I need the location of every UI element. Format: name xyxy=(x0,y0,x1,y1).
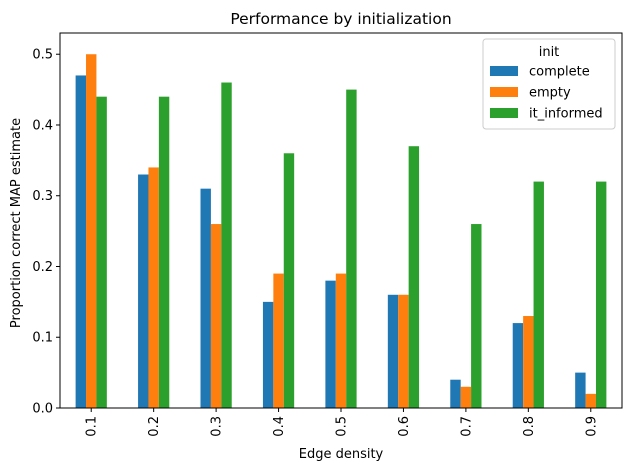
legend-label-it_informed: it_informed xyxy=(529,107,603,122)
bar-empty-0.6 xyxy=(398,294,409,408)
y-tick-label: 0.5 xyxy=(32,48,53,63)
bar-empty-0.9 xyxy=(585,393,596,408)
y-tick-label: 0.2 xyxy=(32,260,53,275)
legend-swatch-empty xyxy=(490,87,518,97)
plot-area: 0.0 0.1 0.2 0.3 0.4 0.5 0.1 0.2 0.3 0.4 0.5 0.6 0.7 0… xyxy=(32,32,623,437)
bar-it_informed-0.4 xyxy=(283,153,295,408)
bar-empty-0.8 xyxy=(523,316,534,408)
bar-empty-0.1 xyxy=(86,54,97,408)
bar-it_informed-0.2 xyxy=(158,96,170,409)
x-tick-label: 0.5 xyxy=(335,416,350,437)
bar-it_informed-0.1 xyxy=(96,96,107,409)
bar-it_informed-0.7 xyxy=(471,224,482,408)
bar-empty-0.3 xyxy=(210,224,222,408)
legend-title: init xyxy=(539,45,560,60)
bar-it_informed-0.9 xyxy=(595,181,607,408)
bar-it_informed-0.8 xyxy=(533,181,544,408)
bar-complete-0.8 xyxy=(512,323,524,408)
x-tick-label: 0.9 xyxy=(584,416,599,437)
bar-empty-0.2 xyxy=(148,167,159,408)
bar-complete-0.4 xyxy=(262,301,274,408)
legend-label-empty: empty xyxy=(529,86,571,101)
chart-title: Performance by initialization xyxy=(230,10,451,28)
bar-complete-0.2 xyxy=(138,174,149,408)
bar-complete-0.9 xyxy=(575,372,586,408)
y-tick-label: 0.1 xyxy=(32,331,53,346)
x-tick-label: 0.1 xyxy=(85,416,100,437)
x-tick-label: 0.3 xyxy=(210,416,225,437)
bar-it_informed-0.3 xyxy=(221,82,232,408)
bar-empty-0.4 xyxy=(273,273,284,408)
legend-swatch-it_informed xyxy=(490,108,518,118)
y-tick-label: 0.0 xyxy=(32,402,53,417)
bar-complete-0.6 xyxy=(387,294,399,408)
bar-empty-0.5 xyxy=(335,273,347,408)
y-tick-label: 0.3 xyxy=(32,189,53,204)
x-tick-label: 0.6 xyxy=(397,416,412,437)
bar-empty-0.7 xyxy=(460,386,472,408)
bar-it_informed-0.6 xyxy=(408,146,420,408)
bar-complete-0.7 xyxy=(450,379,461,408)
bar-complete-0.3 xyxy=(200,188,211,408)
y-axis-label: Proportion correct MAP estimate xyxy=(9,118,24,328)
legend: init complete empty it_informed xyxy=(482,38,616,130)
legend-frame xyxy=(482,38,616,130)
x-tick-label: 0.7 xyxy=(459,416,474,437)
y-tick-label: 0.4 xyxy=(32,118,53,133)
bar-it_informed-0.5 xyxy=(346,89,357,408)
x-axis-label: Edge density xyxy=(299,447,384,462)
legend-label-complete: complete xyxy=(529,65,590,80)
bar-complete-0.1 xyxy=(75,75,87,408)
x-tick-label: 0.2 xyxy=(147,416,162,437)
bar-complete-0.5 xyxy=(325,280,336,408)
x-tick-label: 0.8 xyxy=(522,416,537,437)
x-tick-label: 0.4 xyxy=(272,416,287,437)
legend-swatch-complete xyxy=(490,66,518,76)
